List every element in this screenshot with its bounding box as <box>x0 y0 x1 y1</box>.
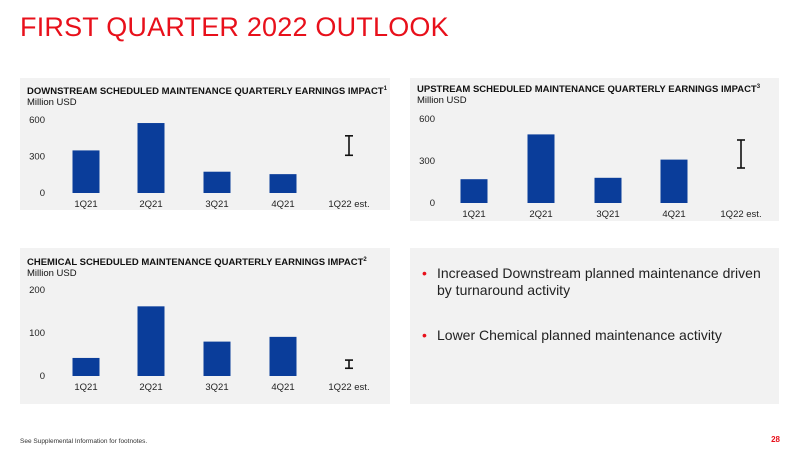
upstream-chart-panel: UPSTREAM SCHEDULED MAINTENANCE QUARTERLY… <box>410 78 779 221</box>
x-tick-label: 3Q21 <box>205 382 228 393</box>
x-tick-label: 1Q21 <box>74 199 97 210</box>
bar <box>460 179 488 203</box>
outlook-bullets-panel: • Increased Downstream planned maintenan… <box>410 248 779 404</box>
footnote-marker: 1 <box>383 86 387 92</box>
chemical-chart-title: CHEMICAL SCHEDULED MAINTENANCE QUARTERLY… <box>27 257 367 269</box>
bar <box>137 123 165 193</box>
bullet-item: • Increased Downstream planned maintenan… <box>422 265 762 299</box>
bar <box>203 341 231 376</box>
bullet-text: Increased Downstream planned maintenance… <box>437 265 761 298</box>
range-estimate-bar <box>345 135 353 157</box>
page-number: 28 <box>771 435 780 444</box>
upstream-unit-label: Million USD <box>417 95 467 106</box>
range-estimate-bar <box>737 139 745 169</box>
upstream-bar-chart: 0 300 600 1Q21 2Q21 3Q21 4Q21 1Q22 est. <box>419 114 761 220</box>
y-tick-label: 0 <box>430 198 435 209</box>
chemical-bar-chart: 0 100 200 1Q21 2Q21 3Q21 4Q21 1Q22 est. <box>29 285 369 393</box>
y-tick-label: 0 <box>40 371 45 382</box>
y-tick-label: 0 <box>40 188 45 199</box>
bar <box>269 336 297 376</box>
x-tick-label: 4Q21 <box>271 382 294 393</box>
x-tick-label: 3Q21 <box>205 199 228 210</box>
downstream-unit-label: Million USD <box>27 97 77 108</box>
bullet-dot-icon: • <box>422 265 427 281</box>
y-tick-label: 600 <box>419 114 435 125</box>
bar <box>269 174 297 193</box>
x-tick-label: 2Q21 <box>529 209 552 220</box>
bar <box>72 357 100 376</box>
y-tick-label: 600 <box>29 115 45 126</box>
footnote: See Supplemental Information for footnot… <box>20 438 148 445</box>
footnote-marker: 3 <box>756 84 761 90</box>
x-tick-label: 1Q22 est. <box>328 199 369 210</box>
chemical-unit-label: Million USD <box>27 268 77 279</box>
chemical-chart-panel: CHEMICAL SCHEDULED MAINTENANCE QUARTERLY… <box>20 248 390 404</box>
upstream-chart-title: UPSTREAM SCHEDULED MAINTENANCE QUARTERLY… <box>417 84 761 96</box>
x-tick-label: 4Q21 <box>662 209 685 220</box>
x-tick-label: 2Q21 <box>139 199 162 210</box>
x-tick-label: 3Q21 <box>596 209 619 220</box>
bar <box>137 306 165 376</box>
y-tick-label: 300 <box>419 156 435 167</box>
downstream-chart-panel: DOWNSTREAM SCHEDULED MAINTENANCE QUARTER… <box>20 78 390 210</box>
bullet-dot-icon: • <box>422 327 427 343</box>
y-tick-label: 100 <box>29 328 45 339</box>
bullet-item: • Lower Chemical planned maintenance act… <box>422 327 762 344</box>
downstream-bar-chart: 0 300 600 1Q21 2Q21 3Q21 4Q21 1Q22 est. <box>29 115 369 210</box>
y-tick-label: 300 <box>29 152 45 163</box>
x-tick-label: 2Q21 <box>139 382 162 393</box>
footnote-marker: 2 <box>363 257 367 263</box>
bar <box>527 134 555 203</box>
downstream-chart-title: DOWNSTREAM SCHEDULED MAINTENANCE QUARTER… <box>27 86 387 98</box>
x-tick-label: 1Q21 <box>462 209 485 220</box>
bar <box>72 150 100 193</box>
x-tick-label: 4Q21 <box>271 199 294 210</box>
bullet-text: Lower Chemical planned maintenance activ… <box>437 327 722 343</box>
bar <box>203 171 231 193</box>
bar <box>660 159 688 203</box>
x-tick-label: 1Q21 <box>74 382 97 393</box>
bar <box>594 177 622 203</box>
x-tick-label: 1Q22 est. <box>720 209 761 220</box>
x-tick-label: 1Q22 est. <box>328 382 369 393</box>
y-tick-label: 200 <box>29 285 45 296</box>
range-estimate-bar <box>345 359 353 370</box>
page-title: FIRST QUARTER 2022 OUTLOOK <box>20 12 449 42</box>
